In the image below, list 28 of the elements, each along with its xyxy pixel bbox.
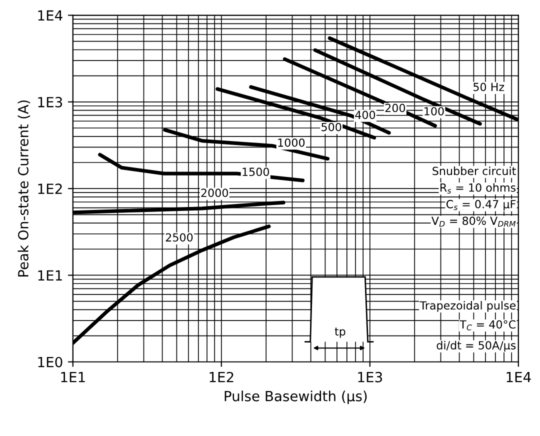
annotation: 200	[385, 104, 406, 112]
x-tick-label: 1E4	[506, 372, 531, 382]
annotation: 50 Hz	[474, 82, 504, 92]
annotation: R$_{s}$ = 10 ohms	[440, 183, 516, 194]
annotation: tp	[334, 328, 346, 338]
annotation: 500	[322, 122, 342, 132]
annotation: T$_{C}$ = 40°C	[460, 320, 516, 330]
annotation: 1000	[278, 138, 305, 147]
y-tick-label: 1E0	[38, 356, 62, 368]
annotation: 1500	[242, 168, 270, 176]
x-tick-label: 1E3	[358, 372, 382, 382]
annotation: 400	[355, 110, 376, 120]
x-tick-label: 1E1	[61, 372, 85, 382]
annotation: 100	[424, 107, 444, 116]
annotation: 2000	[201, 188, 228, 198]
annotation: 2500	[166, 233, 193, 242]
y-axis-title: Peak On-state Current (A)	[18, 100, 30, 277]
y-tick-label: 1E1	[38, 270, 62, 280]
annotation: Trapezoidal pulse	[420, 301, 516, 312]
y-tick-label: 1E2	[38, 184, 62, 194]
y-tick-label: 1E3	[38, 96, 62, 108]
annotation: C$_{s}$ = 0.47 µF	[446, 200, 516, 210]
annotation: di/dt = 50A/µs	[436, 340, 516, 352]
annotation: Snubber circuit	[432, 166, 516, 176]
x-axis-title: Pulse Basewidth (µs)	[224, 390, 367, 404]
y-tick-label: 1E4	[38, 10, 62, 21]
annotation: V$_{D}$ = 80% V$_{DRM}$	[431, 216, 516, 227]
x-tick-label: 1E2	[210, 372, 234, 382]
